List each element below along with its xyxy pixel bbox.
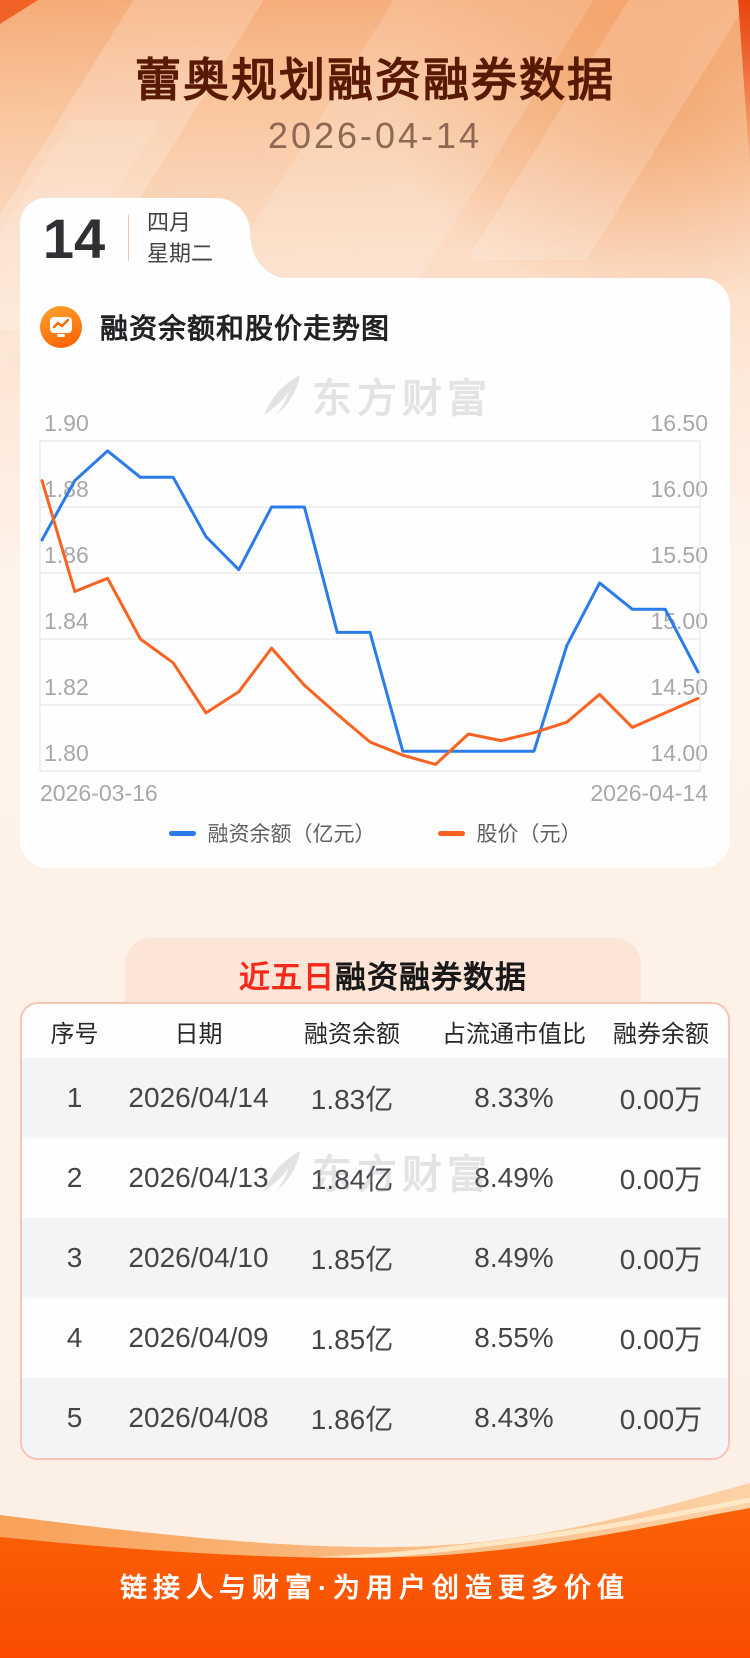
- table-header-cell: 序号: [50, 1020, 99, 1048]
- svg-text:2026-03-16: 2026-03-16: [40, 780, 158, 806]
- table-cell: 2026/04/10: [128, 1242, 269, 1273]
- table-header-row: 序号 日期 融资余额 占流通市值比 融券余额: [22, 1004, 728, 1058]
- table-header-cell: 融券余额: [613, 1020, 709, 1048]
- table-header-cell: 占流通市值比: [442, 1020, 586, 1048]
- table-row: 4 2026/04/09 1.85亿 8.55% 0.00万: [22, 1298, 728, 1378]
- table-cell: 8.33%: [474, 1082, 554, 1113]
- chart-legend: 融资余额（亿元） 股价（元）: [20, 818, 730, 848]
- svg-text:14.50: 14.50: [650, 674, 708, 700]
- calendar-day: 14: [42, 206, 106, 270]
- table-title: 近五日融资融券数据: [239, 960, 527, 995]
- svg-text:16.50: 16.50: [650, 410, 708, 436]
- table-cell: 3: [66, 1242, 83, 1273]
- calendar-divider: [128, 215, 129, 261]
- legend-item-price: 股价（元）: [437, 818, 582, 848]
- legend-dash-blue: [168, 830, 196, 836]
- table-row: 1 2026/04/14 1.83亿 8.33% 0.00万: [22, 1058, 728, 1138]
- calendar-month: 四月: [147, 210, 192, 235]
- table-cell: 1: [66, 1082, 83, 1113]
- legend-item-balance: 融资余额（亿元）: [168, 818, 376, 848]
- svg-text:1.90: 1.90: [44, 410, 89, 436]
- table-header-cell: 日期: [174, 1020, 223, 1048]
- svg-text:15.50: 15.50: [650, 542, 708, 568]
- table-cell: 8.49%: [474, 1242, 554, 1273]
- table-cell: 2: [66, 1162, 83, 1193]
- table-cell: 8.55%: [474, 1322, 554, 1353]
- table-cell: 8.49%: [474, 1162, 554, 1193]
- table-cell: 5: [66, 1402, 83, 1433]
- table-cell: 1.85亿: [310, 1244, 394, 1275]
- table-cell: 1.84亿: [310, 1164, 394, 1195]
- table-cell: 8.43%: [474, 1402, 554, 1433]
- chart-section-title: 融资余额和股价走势图: [100, 313, 391, 344]
- table-cell: 0.00万: [619, 1404, 703, 1435]
- svg-text:16.00: 16.00: [650, 476, 708, 502]
- table-cell: 0.00万: [619, 1244, 703, 1275]
- table-row: 2 2026/04/13 1.84亿 8.49% 0.00万: [22, 1138, 728, 1218]
- table-row: 3 2026/04/10 1.85亿 8.49% 0.00万: [22, 1218, 728, 1298]
- table-cell: 0.00万: [619, 1164, 703, 1195]
- svg-text:15.00: 15.00: [650, 608, 708, 634]
- table-cell: 1.83亿: [310, 1084, 394, 1115]
- page-title: 蕾奥规划融资融券数据: [135, 54, 615, 106]
- table-row: 5 2026/04/08 1.86亿 8.43% 0.00万: [22, 1378, 728, 1458]
- dual-axis-line-chart: 1.90 16.501.88 16.001.86 15.501.84 15.001.82…: [39, 410, 708, 806]
- header-date: 2026-04-14: [267, 115, 483, 156]
- table-cell: 2026/04/13: [128, 1162, 269, 1193]
- legend-label: 股价（元）: [476, 823, 582, 846]
- footer-slogan: 链接人与财富·为用户创造更多价值: [120, 1573, 630, 1603]
- table-cell: 2026/04/08: [128, 1402, 269, 1433]
- table-cell: 2026/04/14: [128, 1082, 269, 1113]
- table-cell: 1.86亿: [310, 1404, 394, 1435]
- table-cell: 4: [66, 1322, 83, 1353]
- legend-dash-orange: [437, 830, 465, 836]
- table-cell: 0.00万: [619, 1324, 703, 1355]
- calendar-weekday: 星期二: [147, 241, 214, 266]
- corner-accent: [0, 0, 38, 24]
- svg-text:1.84: 1.84: [44, 608, 89, 634]
- svg-text:14.00: 14.00: [650, 740, 708, 766]
- calendar-card: 14 四月 星期二: [20, 198, 250, 278]
- svg-text:1.82: 1.82: [44, 674, 89, 700]
- card-curve-join: [250, 238, 292, 278]
- legend-label: 融资余额（亿元）: [207, 823, 376, 846]
- margin-data-table: 序号 日期 融资余额 占流通市值比 融券余额 1 2026/04/14 1.83亿 8.33%…: [20, 1002, 730, 1460]
- table-cell: 1.85亿: [310, 1324, 394, 1355]
- chart-monitor-icon: [40, 306, 82, 348]
- table-header-cell: 融资余额: [304, 1020, 400, 1048]
- svg-text:2026-04-14: 2026-04-14: [590, 780, 708, 806]
- svg-text:1.80: 1.80: [44, 740, 89, 766]
- footer-wave: [0, 1483, 750, 1658]
- table-cell: 0.00万: [619, 1084, 703, 1115]
- chart-card: 融资余额和股价走势图 东方财富 1.90 16.50 1.88 16.00 1.86 15…: [20, 278, 730, 868]
- table-cell: 2026/04/09: [128, 1322, 269, 1353]
